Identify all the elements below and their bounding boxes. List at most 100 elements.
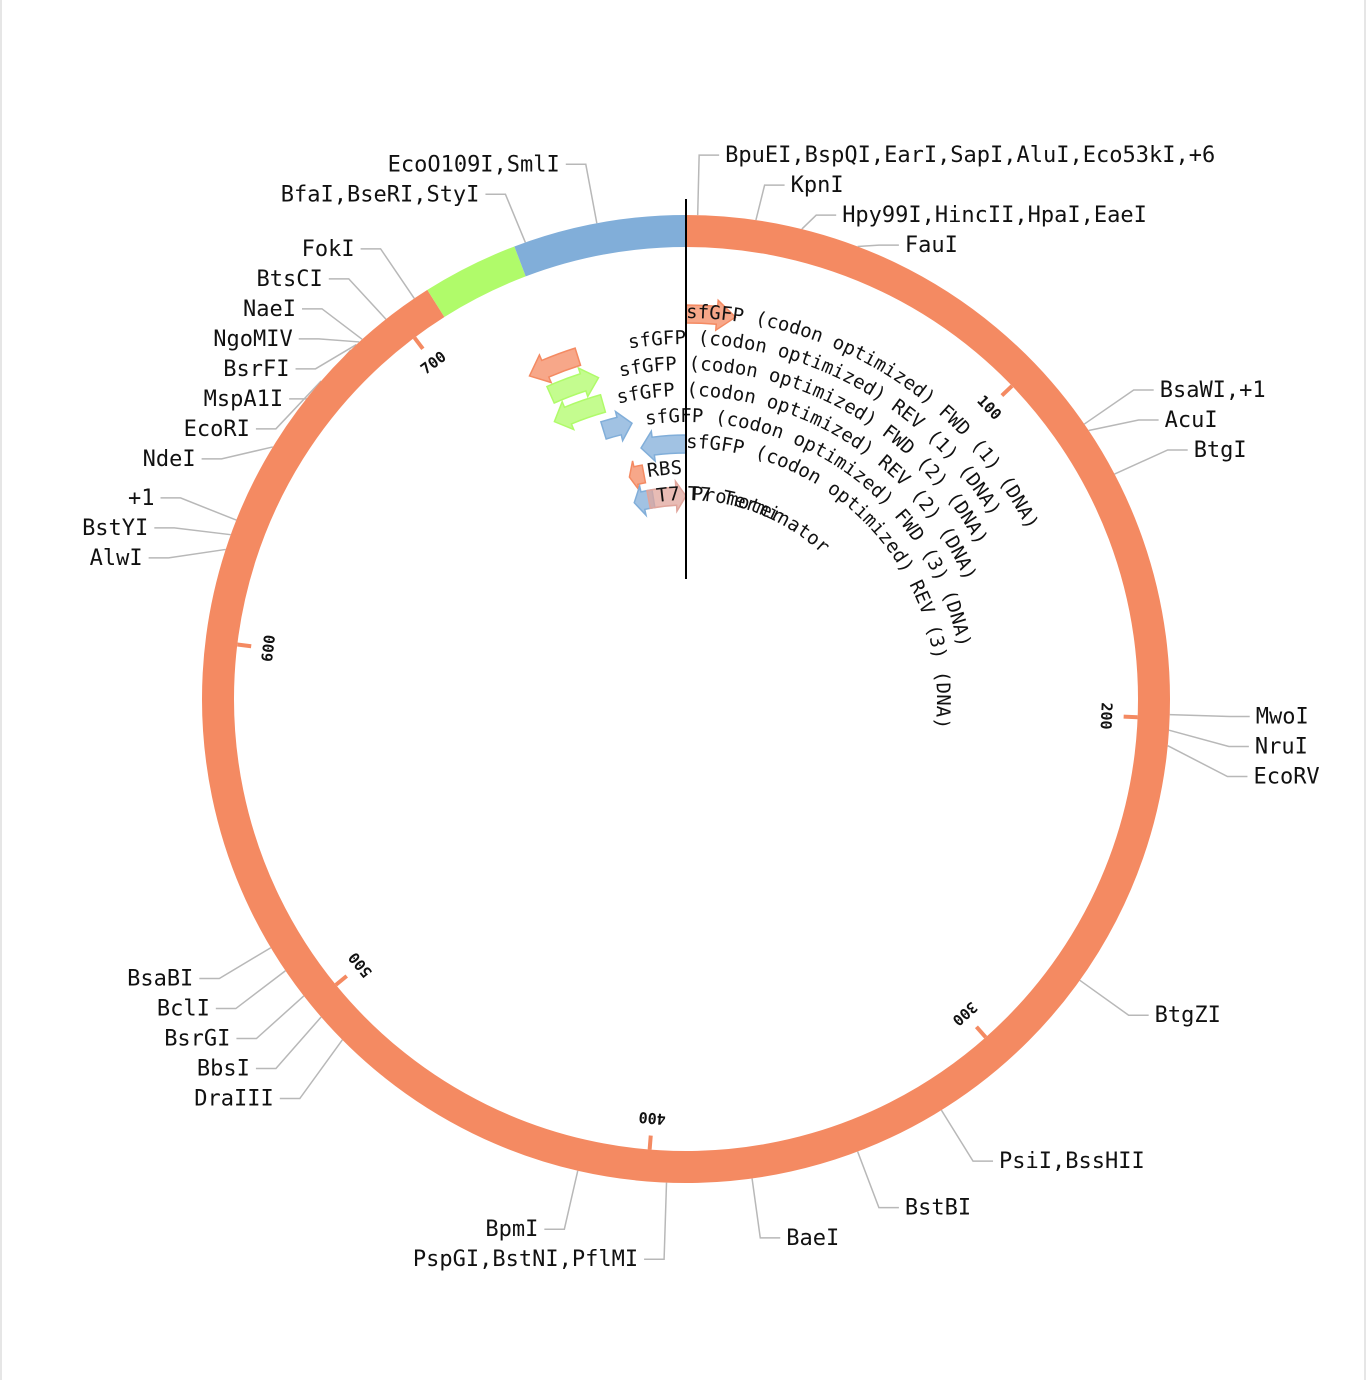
site-leader (298, 338, 360, 343)
feature-arrow (545, 366, 600, 405)
site-leader (644, 1182, 668, 1260)
site-label: DraIII (194, 1087, 273, 1112)
tick-mark (237, 642, 252, 649)
site-label: BtgZI (1155, 1003, 1221, 1028)
site-label: MwoI (1256, 705, 1309, 730)
site-leader (696, 154, 720, 216)
site-label: BtsCI (257, 267, 323, 292)
segment-green (427, 246, 526, 318)
tick-mark (974, 1025, 988, 1039)
tick-label: 200 (1097, 702, 1116, 730)
tick-label: 300 (949, 998, 981, 1029)
site-leader (199, 947, 272, 980)
site-label: EcoRV (1253, 765, 1319, 790)
site-leader (801, 214, 837, 230)
site-label: FauI (905, 233, 958, 258)
tick-mark (334, 974, 348, 987)
tick-mark (1123, 714, 1138, 720)
tick-mark (647, 1135, 653, 1150)
feature-arrow (553, 393, 607, 431)
site-leader (1088, 419, 1159, 432)
site-label: BpmI (485, 1217, 538, 1242)
site-leader (856, 1151, 899, 1209)
tick-mark (412, 336, 425, 351)
site-label: AlwI (90, 546, 143, 571)
feature-label: sfGFP (codon optimized) REV (3) (DNA) (686, 431, 954, 730)
site-leader (1083, 389, 1154, 425)
segment-main (202, 215, 1170, 1183)
site-leader (148, 548, 226, 559)
feature-arrow (685, 298, 737, 332)
site-label: MspA1I (204, 387, 283, 412)
site-label: KpnI (791, 173, 844, 198)
site-label: NdeI (143, 447, 196, 472)
site-label: Hpy99I,HincII,HpaI,EaeI (842, 203, 1147, 228)
tick-label: 100 (973, 392, 1005, 424)
label-path (688, 500, 885, 849)
site-leader (485, 193, 527, 243)
site-leader (1079, 979, 1149, 1016)
feature-label: T7 Terminator (687, 483, 834, 558)
feature-arrow (628, 460, 647, 491)
feature-arrow (640, 429, 687, 463)
site-leader (1168, 729, 1249, 748)
site-label: BsrGI (164, 1027, 230, 1052)
tick-label: 600 (258, 634, 279, 663)
site-leader (215, 970, 286, 1010)
site-label: EcoO109I,SmlI (388, 152, 560, 177)
site-leader (1169, 713, 1250, 718)
site-label: BaeI (786, 1226, 839, 1251)
site-label: EcoRI (184, 417, 250, 442)
site-label: BstYI (82, 516, 148, 541)
site-label: PsiI,BssHII (999, 1149, 1145, 1174)
site-leader (279, 1039, 343, 1100)
site-label: BbsI (197, 1057, 250, 1082)
feature-arrow (646, 478, 687, 514)
site-label: +1 (128, 486, 155, 511)
site-leader (160, 497, 237, 521)
site-leader (1114, 449, 1188, 475)
site-leader (565, 163, 598, 224)
site-leader (755, 184, 785, 221)
site-leader (328, 278, 387, 320)
feature-arrows (528, 298, 737, 518)
feature-arrow (528, 347, 582, 384)
site-label: AcuI (1165, 408, 1218, 433)
site-label: NgoMIV (213, 327, 292, 352)
site-leader (255, 1016, 322, 1070)
site-leader (295, 343, 357, 370)
tick-label: 700 (417, 348, 449, 379)
site-labels: BpuEI,BspQI,EarI,SapI,AluI,Eco53kI,+6 Kpn… (82, 143, 1320, 1272)
site-leader (360, 248, 415, 299)
site-label: BsaBI (127, 967, 193, 992)
segment-blue (514, 215, 687, 277)
label-path (657, 500, 885, 827)
site-label: BpuEI,BspQI,EarI,SapI,AluI,Eco53kI,+6 (725, 143, 1215, 168)
site-leader (236, 995, 305, 1040)
site-label: BstBI (905, 1196, 971, 1221)
site-label: PspGI,BstNI,PflMI (413, 1247, 638, 1272)
tick-mark (1000, 384, 1014, 398)
backbone-ring (202, 215, 1170, 1183)
site-label: NaeI (243, 297, 296, 322)
site-label: BsrFI (223, 357, 289, 382)
site-leader (751, 1178, 781, 1239)
tick-label: 500 (345, 949, 376, 981)
site-leader (857, 244, 899, 248)
feature-arrow (599, 409, 633, 443)
site-leader (255, 380, 322, 430)
site-label: BclI (157, 997, 210, 1022)
site-leader (544, 1170, 579, 1230)
site-label: BfaI,BseRI,StyI (281, 182, 480, 207)
feature-labels: sfGFP (codon optimized) FWD (1) (DNA)sfG… (615, 301, 1043, 849)
site-leader (301, 308, 363, 340)
site-label: BsaWI,+1 (1160, 378, 1266, 403)
site-leader (940, 1109, 994, 1162)
tick-label: 400 (638, 1108, 666, 1128)
site-label: FokI (302, 237, 355, 262)
site-leader (154, 527, 231, 536)
site-leader (1167, 745, 1248, 778)
feature-label: RBS (646, 457, 683, 482)
